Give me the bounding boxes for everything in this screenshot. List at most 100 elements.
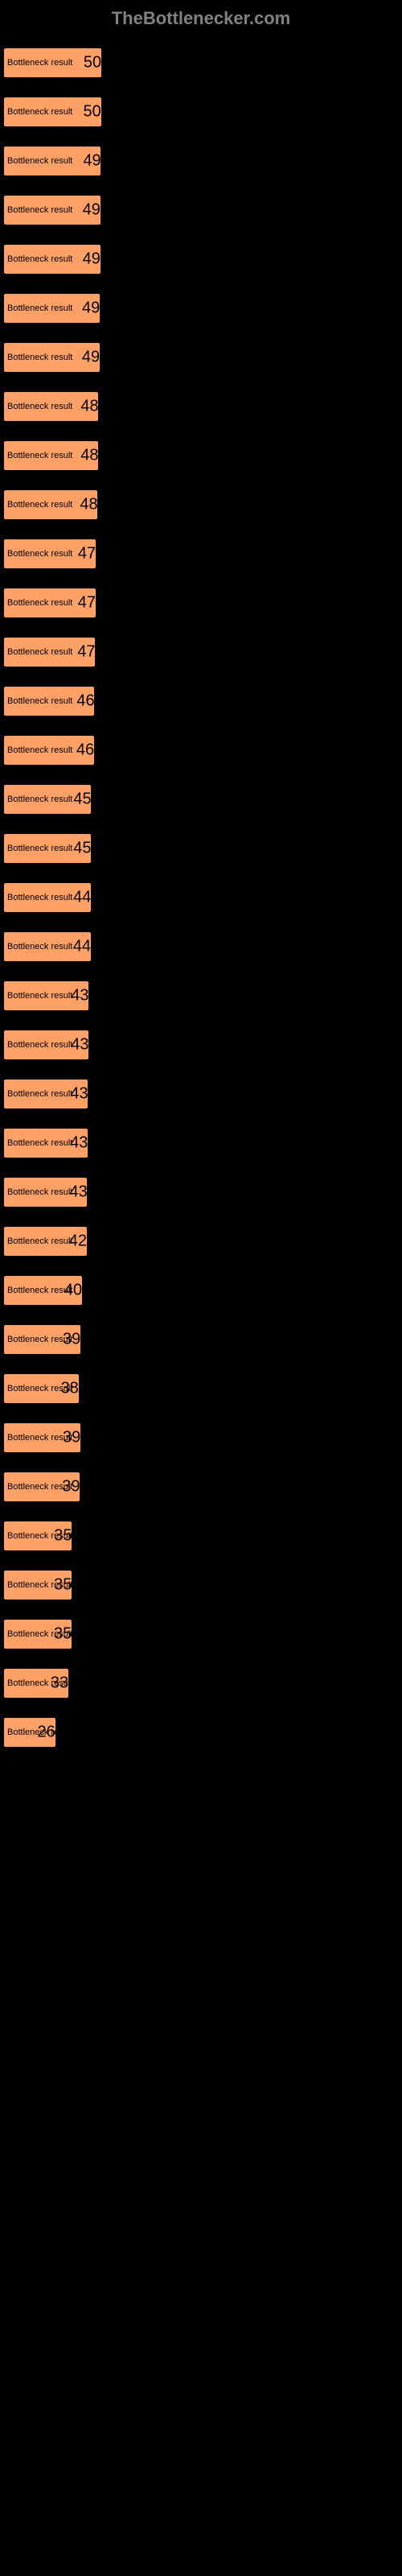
bar: Bottleneck result49.32 [3, 342, 100, 373]
bar: Bottleneck result39.59 [3, 1324, 81, 1355]
bar-value: 39.59 [63, 1429, 103, 1447]
bar-track: Bottleneck result48.33 [3, 489, 399, 520]
chart-row: NVIDIA RTX A6000Bottleneck result43.05 [3, 1163, 399, 1208]
chart-row: AMD Radeon RX 6800 XTBottleneck result44… [3, 869, 399, 913]
bar-value: 48.72 [80, 398, 121, 416]
bar-track: Bottleneck result42.75 [3, 1226, 399, 1257]
row-label: NVIDIA TITAN RTX [3, 721, 399, 735]
bar: Bottleneck result45.02 [3, 833, 92, 864]
bar: Bottleneck result44.92 [3, 882, 92, 913]
bar: Bottleneck result43.76 [3, 980, 89, 1011]
bar-value: 50 [84, 103, 101, 122]
chart-row: NVIDIA GeForce RTX 4080 SUPERBottleneck … [3, 1605, 399, 1649]
bar-value: 47.07 [77, 643, 117, 662]
bar: Bottleneck result38.6 [3, 1373, 80, 1404]
bar-inner-label: Bottleneck result [7, 1138, 72, 1148]
chart-row: NVIDIA GeForce RTX 2080 TiBottleneck res… [3, 770, 399, 815]
bar-value: 49.37 [82, 299, 122, 318]
bar-inner-label: Bottleneck result [7, 402, 72, 411]
bar-value: 46.67 [76, 692, 117, 711]
bar-track: Bottleneck result44.92 [3, 882, 399, 913]
bar-value: 35.16 [54, 1576, 94, 1595]
bar-inner-label: Bottleneck result [7, 1089, 72, 1099]
bar: Bottleneck result48.33 [3, 489, 98, 520]
bar-track: Bottleneck result38.6 [3, 1373, 399, 1404]
bar-inner-label: Bottleneck result [7, 107, 72, 117]
bar: Bottleneck result35.21 [3, 1521, 72, 1551]
bar-track: Bottleneck result43.76 [3, 1030, 399, 1060]
bar-track: Bottleneck result 49.37 [3, 293, 399, 324]
bar: Bottleneck result49.37 [3, 293, 100, 324]
bar: Bottleneck result35.16 [3, 1570, 72, 1600]
row-label: NVIDIA RTX 6000 Ada Generation [3, 1507, 399, 1521]
bar-inner-label: Bottleneck result [7, 156, 72, 166]
bar-inner-label: Bottleneck result [7, 647, 72, 657]
bar: Bottleneck result47.32 [3, 539, 96, 569]
bar-inner-label: Bottleneck result [7, 795, 72, 804]
bar-value: 43.76 [71, 1036, 111, 1055]
bottleneck-chart: NVIDIA GeForce RTX 3060 Ti Bottleneck res… [0, 34, 402, 1794]
bar-track: Bottleneck result40.34 [3, 1275, 399, 1306]
chart-row: NVIDIA RTX A4000Bottleneck result49.93 [3, 132, 399, 176]
bar: Bottleneck result48.72 [3, 391, 99, 422]
site-title-link[interactable]: TheBottlenecker.com [112, 8, 291, 28]
row-label: NVIDIA RTX 4000 Ada Generation [3, 525, 399, 539]
bar-track: Bottleneck result43.4 [3, 1079, 399, 1109]
chart-row: NVIDIA GeForce RTX 3080 TiBottleneck res… [3, 967, 399, 1011]
row-label: NVIDIA RTX A6000 [3, 1163, 399, 1177]
bar-value: 49.64 [83, 250, 123, 269]
bar-value: 43.31 [70, 1134, 110, 1153]
bar: Bottleneck result39.59 [3, 1422, 81, 1453]
bar-value: 45.05 [73, 791, 113, 809]
bar: Bottleneck result48.66 [3, 440, 99, 471]
row-label: NVIDIA GeForce RTX 3060 Ti [3, 34, 399, 47]
row-label: NVIDIA RTX A5500 [3, 918, 399, 931]
chart-row: NVIDIA RTX A5000Bottleneck result47.23 [3, 574, 399, 618]
bar: Bottleneck result 50 [3, 97, 102, 127]
bar-inner-label: Bottleneck result [7, 254, 72, 264]
bar-inner-label: Bottleneck result [7, 598, 72, 608]
bar-value: 48.66 [80, 447, 121, 465]
chart-row: AMD Radeon RX 7800 XTBottleneck result47… [3, 623, 399, 667]
bar-value: 44.8 [73, 938, 105, 956]
chart-row: AMD Radeon RX 6950 XTBottleneck result43… [3, 1114, 399, 1158]
bar-track: Bottleneck result 49.64 [3, 244, 399, 275]
row-label: NVIDIA RTX A4500 [3, 378, 399, 391]
bar-value: 43.76 [71, 987, 111, 1005]
bar-value: 46.47 [76, 741, 117, 760]
bar-value: 44.92 [73, 889, 113, 907]
chart-row: NVIDIA RTX 4000 Ada GenerationBottleneck… [3, 525, 399, 569]
row-label: NVIDIA GeForce RTX 4070 Ti SUPER [3, 1409, 399, 1422]
bar-inner-label: Bottleneck result [7, 745, 72, 755]
chart-row: NVIDIA GeForce RTX 3060 TiBottleneck res… [3, 34, 399, 78]
bar-track: Bottleneck result 47.07 [3, 637, 399, 667]
bar-track: Bottleneck result35.21 [3, 1521, 399, 1551]
bar-value: 43.05 [69, 1183, 109, 1202]
bar-track: Bottleneck result26.76 [3, 1717, 399, 1748]
bar: Bottleneck result43.31 [3, 1128, 88, 1158]
bar-inner-label: Bottleneck result [7, 303, 72, 313]
row-label: AMD Radeon RX 7900 GRE [3, 1311, 399, 1324]
row-label: NVIDIA GeForce RTX 4060 Ti [3, 476, 399, 489]
row-label: NVIDIA GeForce RTX 4070 SUPER [3, 1065, 399, 1079]
chart-row: NVIDIA TITAN RTX Bottleneck result 46.47 [3, 721, 399, 766]
bar-value: 26.76 [38, 1724, 78, 1742]
chart-row [3, 1752, 399, 1786]
row-label: NVIDIA GeForce RTX 4080 [3, 1360, 399, 1373]
chart-row: NVIDIA GeForce RTX 4070 TiBottleneck res… [3, 1261, 399, 1306]
bar-value: 39.59 [63, 1331, 103, 1349]
chart-row: AMD Radeon RX 6800Bottleneck result49.32 [3, 328, 399, 373]
bar-value: 47.23 [78, 594, 118, 613]
bar-value: 48.33 [80, 496, 120, 514]
bar-value: 49.32 [82, 349, 122, 367]
bar-inner-label: Bottleneck result [7, 1236, 72, 1246]
row-label: AMD Radeon RX 6800 XT [3, 869, 399, 882]
chart-row: NVIDIA RTX A5500Bottleneck result44.8 [3, 918, 399, 962]
chart-row: NVIDIA GeForce RTX 4090Bottleneck result… [3, 1703, 399, 1748]
bar-inner-label: Bottleneck result [7, 844, 72, 853]
bar-track: Bottleneck result46.67 [3, 686, 399, 716]
bar-inner-label: Bottleneck result [7, 991, 72, 1001]
bar: Bottleneck result45.05 [3, 784, 92, 815]
row-label: NVIDIA GeForce RTX 3080 Ti [3, 967, 399, 980]
row-label: NVIDIA GeForce RTX 3070 [3, 181, 399, 195]
